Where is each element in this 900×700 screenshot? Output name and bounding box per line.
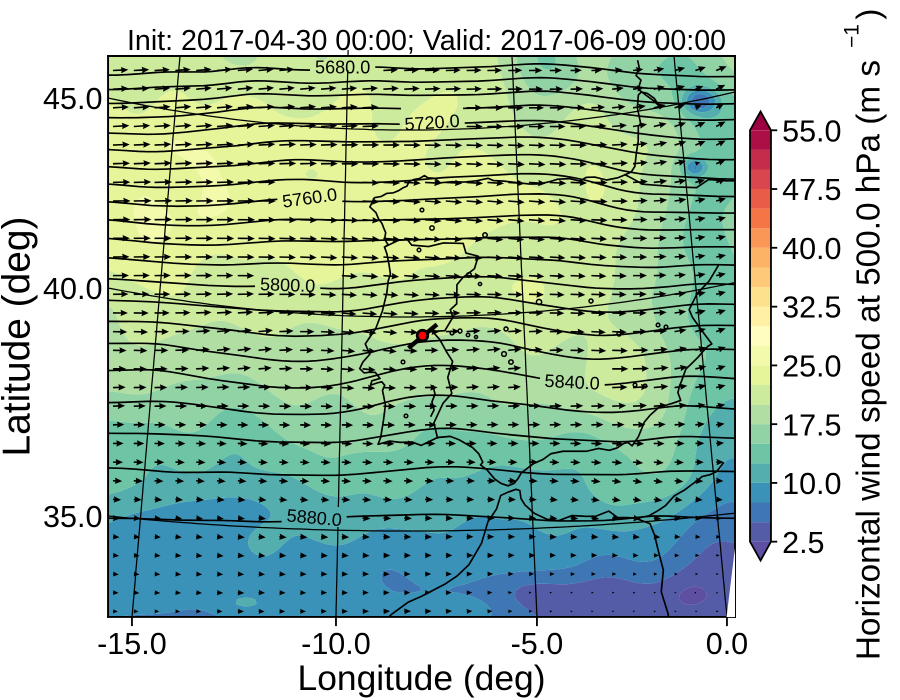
svg-text:Horizontal wind speed at 500.0: Horizontal wind speed at 500.0 hPa (m s (851, 60, 888, 660)
svg-text:-10.0: -10.0 (301, 627, 371, 661)
svg-text:17.5: 17.5 (782, 408, 841, 442)
svg-text:-5.0: -5.0 (511, 627, 564, 661)
svg-text:45.0: 45.0 (43, 82, 102, 116)
svg-text:10.0: 10.0 (782, 467, 841, 501)
svg-text:−1: −1 (840, 24, 863, 48)
svg-text:Latitude (deg): Latitude (deg) (0, 217, 39, 457)
svg-text:55.0: 55.0 (782, 114, 841, 148)
svg-text:2.5: 2.5 (782, 526, 824, 560)
svg-text:): ) (851, 8, 888, 19)
svg-text:5840.0: 5840.0 (544, 371, 600, 394)
svg-text:35.0: 35.0 (43, 500, 102, 534)
svg-text:40.0: 40.0 (782, 232, 841, 266)
svg-text:0.0: 0.0 (706, 627, 748, 661)
svg-text:40.0: 40.0 (43, 272, 102, 306)
svg-text:-15.0: -15.0 (97, 627, 167, 661)
svg-text:Longitude (deg): Longitude (deg) (298, 658, 546, 698)
svg-text:5800.0: 5800.0 (260, 274, 316, 296)
svg-text:Init: 2017-04-30 00:00; Valid:: Init: 2017-04-30 00:00; Valid: 2017-06-0… (127, 25, 726, 57)
svg-text:5720.0: 5720.0 (404, 111, 460, 135)
svg-text:47.5: 47.5 (782, 173, 841, 207)
svg-text:5680.0: 5680.0 (315, 57, 370, 77)
svg-text:32.5: 32.5 (782, 291, 841, 325)
svg-text:5880.0: 5880.0 (286, 505, 343, 530)
svg-text:25.0: 25.0 (782, 349, 841, 383)
